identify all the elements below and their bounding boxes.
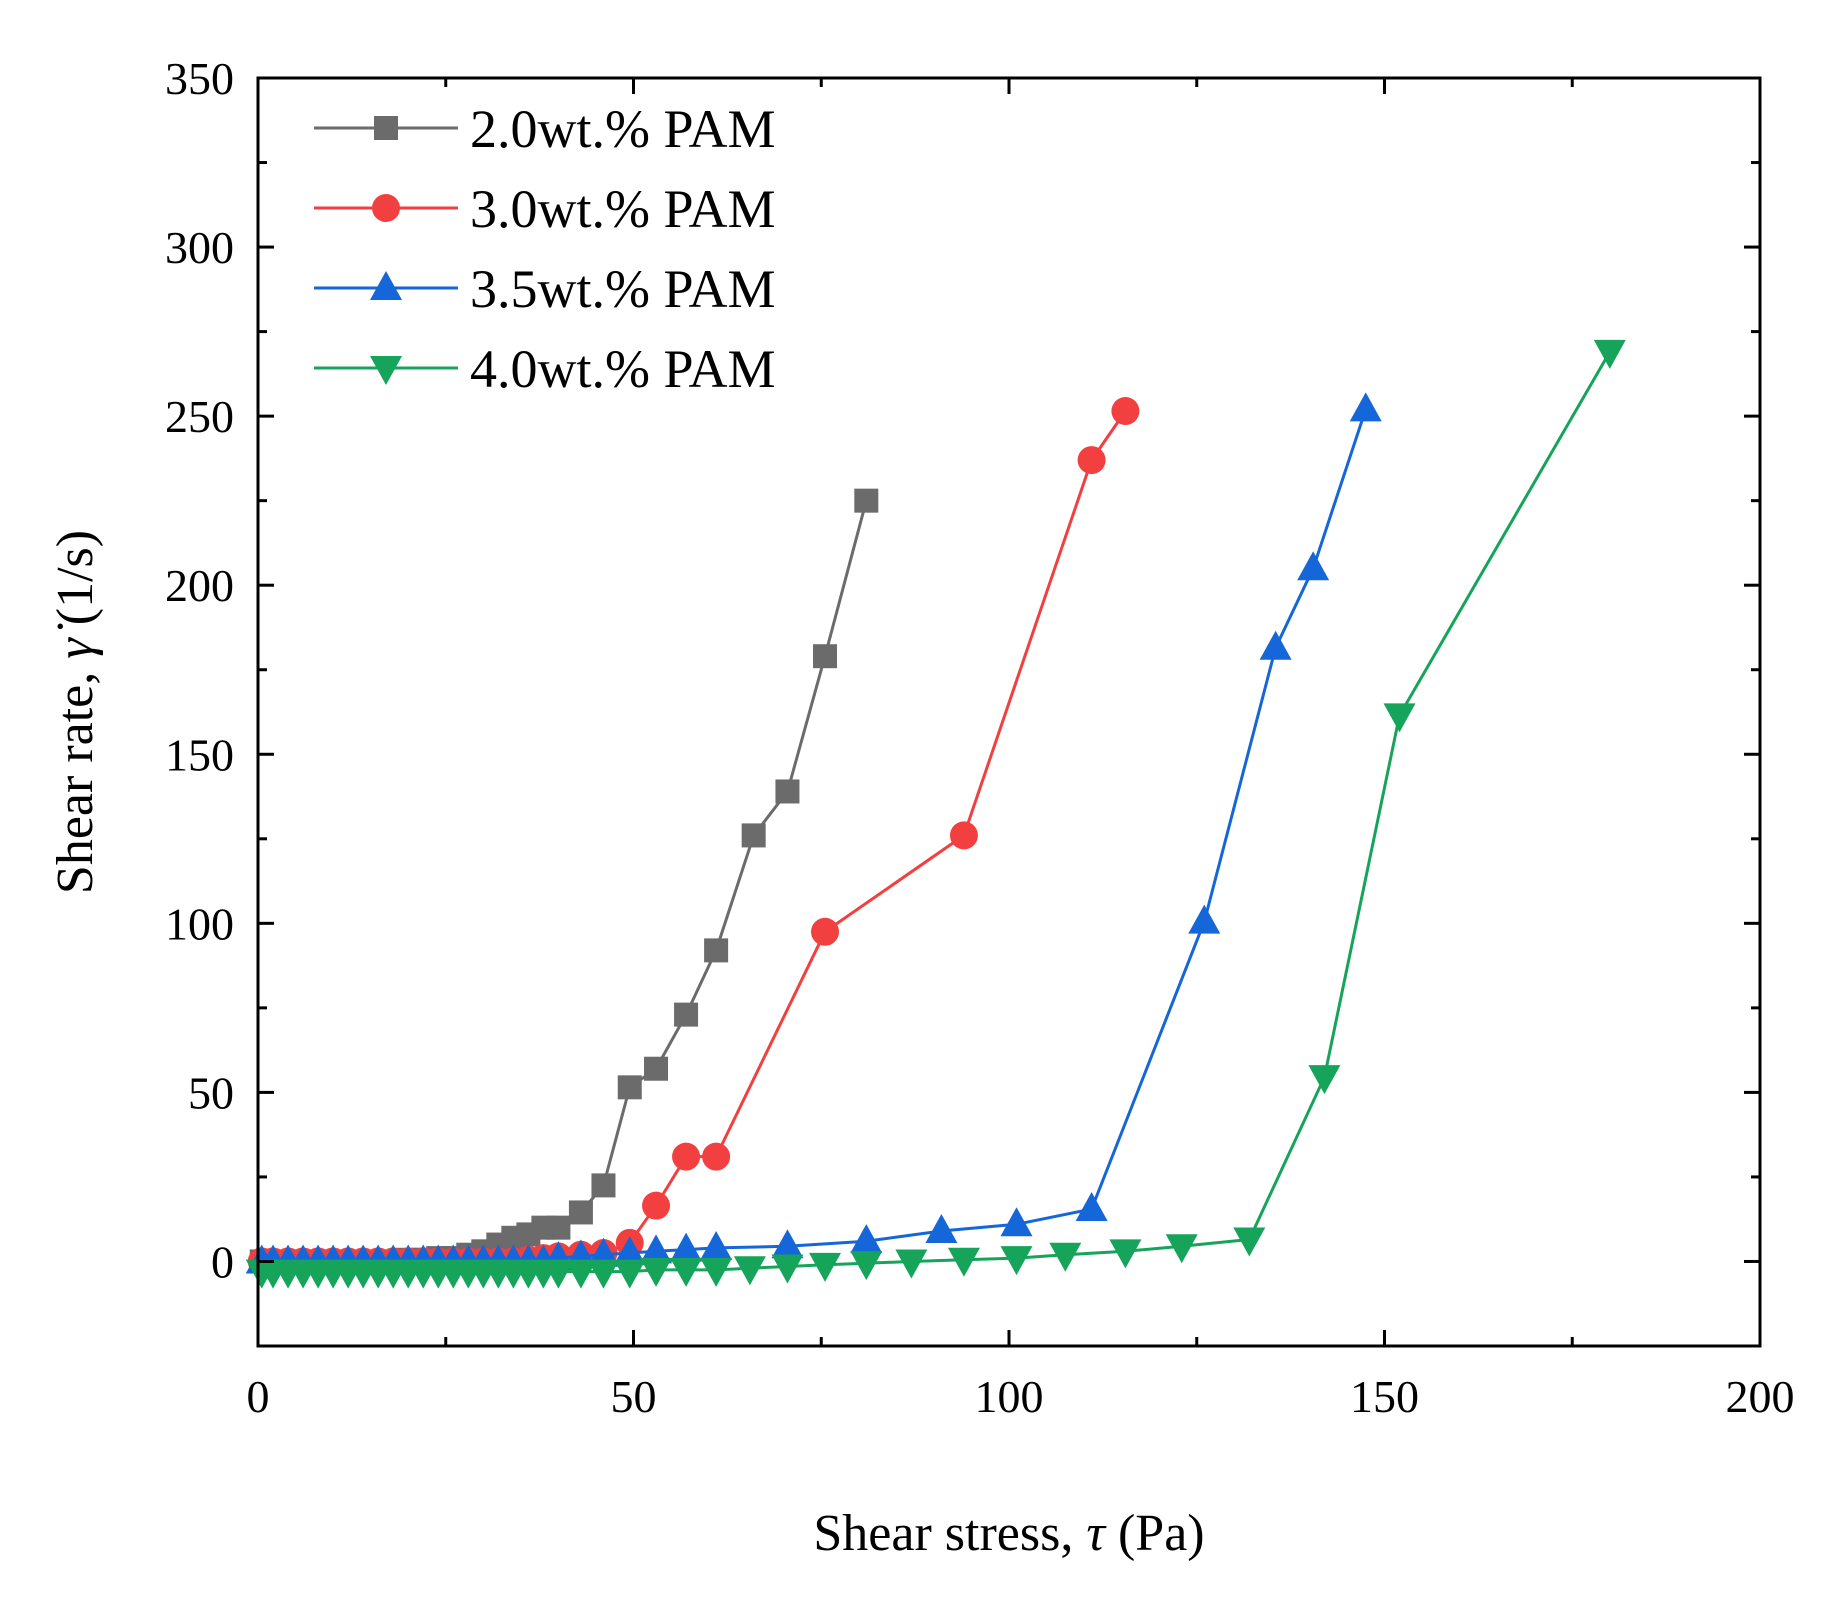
x-tick-label: 150 <box>1350 1371 1419 1422</box>
data-point <box>1297 551 1330 581</box>
data-point <box>644 1056 669 1081</box>
legend-label: 3.5wt.% PAM <box>470 259 776 319</box>
data-point <box>1049 1242 1082 1272</box>
data-point <box>949 821 978 850</box>
data-point <box>1000 1246 1033 1276</box>
data-point <box>1383 703 1416 733</box>
data-point <box>1349 392 1382 422</box>
series-line <box>261 410 1127 1263</box>
data-point <box>546 1215 571 1240</box>
legend-label: 3.0wt.% PAM <box>470 179 776 239</box>
data-point <box>1111 397 1140 426</box>
y-tick-label: 300 <box>165 222 234 273</box>
legend-item: 3.5wt.% PAM <box>314 259 776 319</box>
x-tick-label: 0 <box>247 1371 270 1422</box>
data-point <box>1188 904 1221 934</box>
data-point <box>741 823 766 848</box>
data-point <box>670 1232 703 1262</box>
data-point <box>564 1259 597 1289</box>
y-tick-label: 0 <box>211 1236 234 1287</box>
data-point <box>895 1249 928 1279</box>
data-point <box>771 1229 804 1259</box>
data-point <box>811 917 840 946</box>
legend-item: 3.0wt.% PAM <box>314 179 776 239</box>
data-point <box>813 644 838 669</box>
data-point <box>771 1254 804 1284</box>
data-point <box>591 1173 616 1198</box>
x-tick-label: 200 <box>1726 1371 1795 1422</box>
legend-item: 2.0wt.% PAM <box>314 99 776 159</box>
data-point <box>809 1252 842 1282</box>
series-1 <box>249 488 879 1274</box>
data-point <box>700 1230 733 1260</box>
series-line <box>261 500 868 1263</box>
data-point <box>674 1002 699 1027</box>
x-tick-label: 100 <box>975 1371 1044 1422</box>
data-point <box>1109 1239 1142 1269</box>
legend-marker <box>372 194 400 222</box>
legend-marker <box>374 116 398 140</box>
series-3 <box>245 392 1382 1274</box>
data-point <box>704 938 729 963</box>
data-point <box>854 488 879 513</box>
y-tick-label: 50 <box>188 1067 234 1118</box>
y-tick-label: 250 <box>165 391 234 442</box>
data-point <box>542 1259 575 1289</box>
series-line <box>261 408 1368 1263</box>
y-axis-title: Shear rate, γ̇ (1/s) <box>47 530 104 894</box>
data-point <box>925 1214 958 1244</box>
data-point <box>1259 630 1292 660</box>
axis-ticks: 0 50 100 150 200 0 50 100 150 200 250 300 350 <box>165 53 1795 1422</box>
data-point <box>702 1142 731 1171</box>
data-point <box>640 1257 673 1287</box>
y-tick-label: 150 <box>165 729 234 780</box>
x-tick-label: 50 <box>611 1371 657 1422</box>
x-axis-title: Shear stress, τ (Pa) <box>813 1505 1204 1562</box>
data-point <box>947 1247 980 1277</box>
series-2 <box>247 397 1140 1276</box>
data-point <box>672 1142 701 1171</box>
y-tick-label: 100 <box>165 898 234 949</box>
legend-label: 2.0wt.% PAM <box>470 99 776 159</box>
data-point <box>1233 1227 1266 1257</box>
legend-marker <box>370 356 402 385</box>
data-point <box>700 1257 733 1287</box>
data-point <box>1308 1065 1341 1095</box>
data-point <box>850 1224 883 1254</box>
legend-marker <box>370 271 402 300</box>
data-point <box>613 1236 646 1266</box>
data-point <box>850 1251 883 1281</box>
data-point <box>613 1259 646 1289</box>
data-point <box>1000 1207 1033 1237</box>
data-point <box>1075 1192 1108 1222</box>
data-point <box>587 1259 620 1289</box>
data-point <box>775 779 800 804</box>
legend-item: 4.0wt.% PAM <box>314 339 776 399</box>
plot-content <box>245 339 1626 1289</box>
series-4 <box>245 339 1626 1289</box>
data-point <box>640 1234 673 1264</box>
data-point <box>587 1237 620 1267</box>
y-tick-label: 350 <box>165 53 234 104</box>
legend-label: 4.0wt.% PAM <box>470 339 776 399</box>
data-point <box>642 1191 671 1220</box>
y-tick-label: 200 <box>165 560 234 611</box>
data-point <box>1077 446 1106 475</box>
data-point <box>733 1256 766 1286</box>
data-point <box>1165 1234 1198 1264</box>
legend: 2.0wt.% PAM 3.0wt.% PAM 3.5wt.% PAM 4.0wt.%… <box>314 99 776 399</box>
data-point <box>568 1200 593 1225</box>
data-point <box>1593 339 1626 369</box>
data-point <box>617 1075 642 1100</box>
data-point <box>670 1257 703 1287</box>
series-line <box>261 351 1612 1274</box>
